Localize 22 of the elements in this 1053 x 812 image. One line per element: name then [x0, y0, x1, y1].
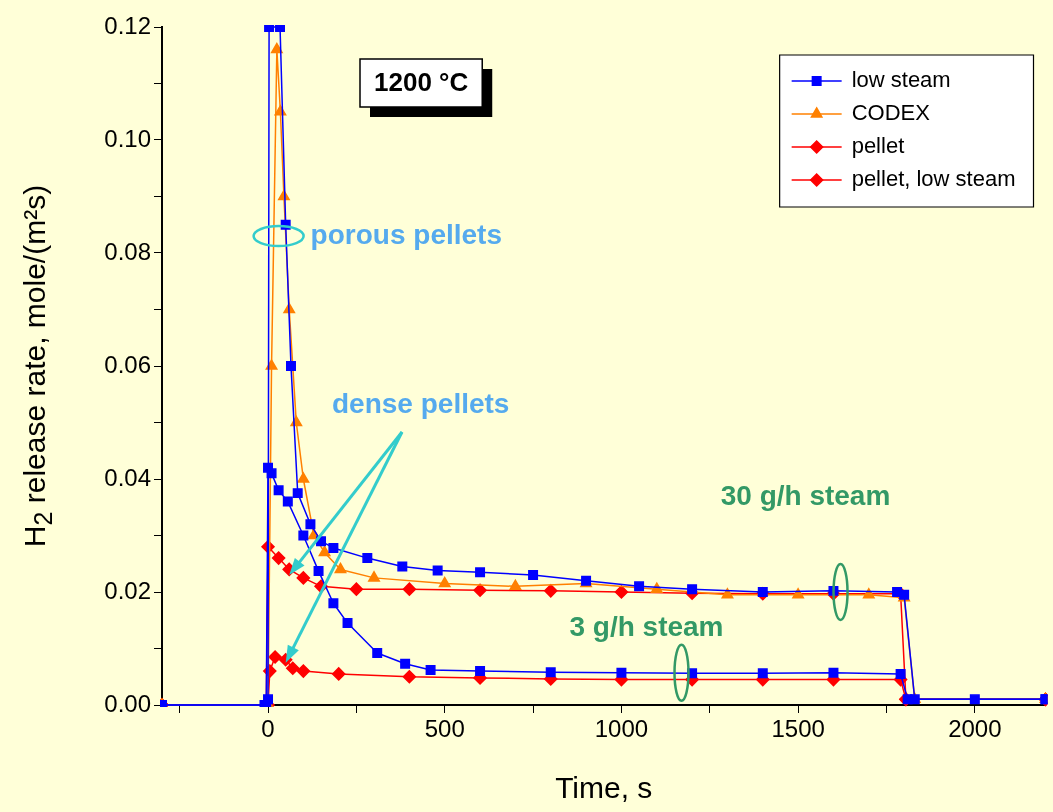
x-tick-label: 0	[261, 715, 275, 743]
y-tick-label: 0.04	[104, 463, 151, 491]
y-tick-label: 0.02	[104, 576, 151, 604]
y-tick-label: 0.08	[104, 237, 151, 265]
y-tick-label: 0.00	[104, 689, 151, 717]
annotation: porous pellets	[310, 218, 502, 250]
x-tick-label: 1500	[771, 715, 825, 743]
x-tick-label: 500	[424, 715, 465, 743]
y-tick-label: 0.12	[104, 11, 151, 39]
annotation: 30 g/h steam	[720, 479, 891, 511]
legend-label: pellet	[851, 133, 905, 159]
legend-label: CODEX	[851, 100, 931, 126]
annotation: dense pellets	[332, 387, 510, 419]
y-tick-label: 0.06	[104, 350, 151, 378]
annotation: 1200 °C	[374, 67, 469, 98]
annotation: 3 g/h steam	[569, 610, 724, 642]
x-tick-label: 1000	[594, 715, 649, 743]
x-axis-title: Time, s	[555, 771, 653, 805]
x-tick-label: 2000	[948, 715, 1002, 743]
legend-label: low steam	[851, 67, 951, 93]
y-tick-label: 0.10	[104, 124, 151, 152]
legend-label: pellet, low steam	[851, 166, 1016, 192]
